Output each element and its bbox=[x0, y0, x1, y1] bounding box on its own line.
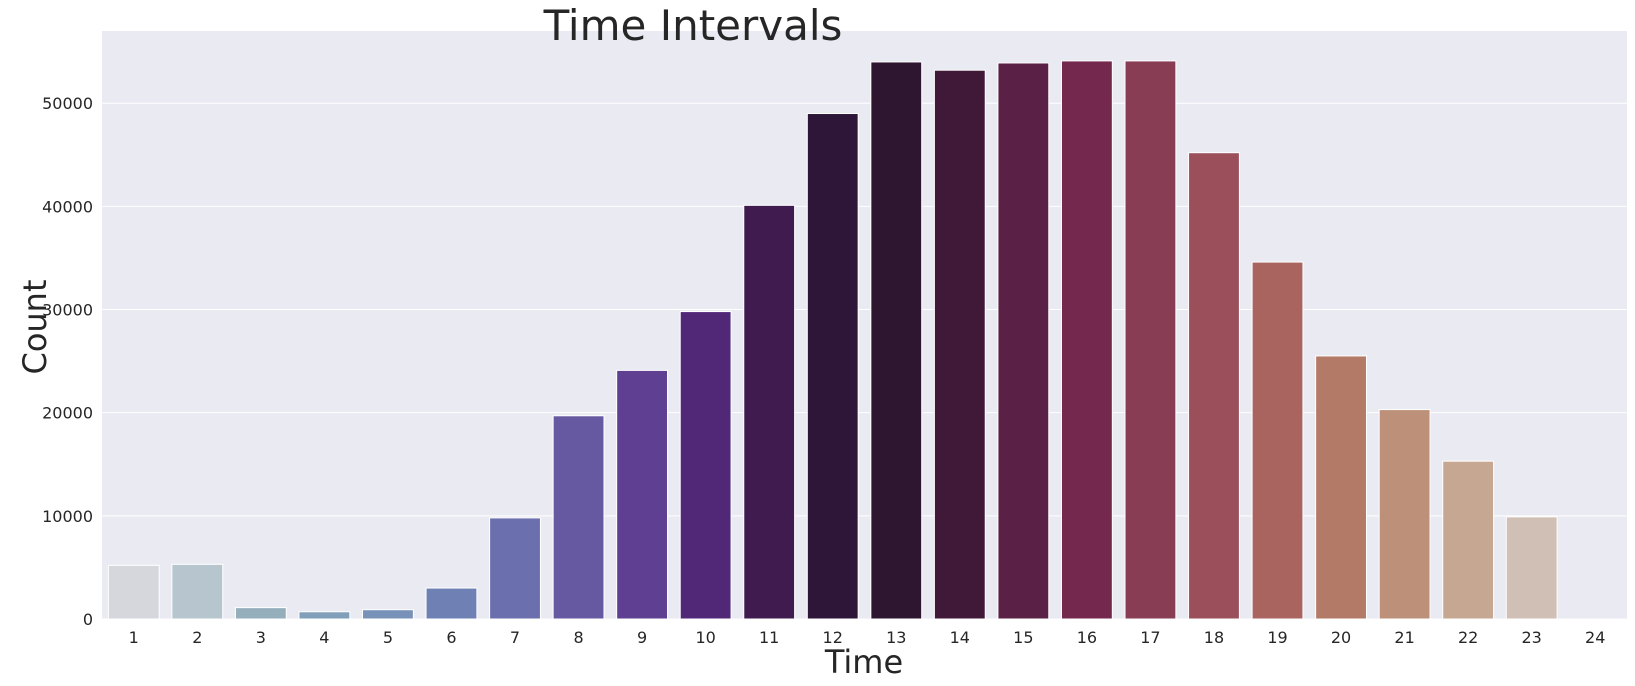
x-tick-label: 13 bbox=[886, 628, 906, 647]
chart-title: Time Intervals bbox=[543, 1, 843, 50]
bar-22 bbox=[1442, 460, 1495, 620]
x-tick-label: 14 bbox=[950, 628, 970, 647]
bar-18 bbox=[1188, 152, 1240, 620]
y-tick-label: 30000 bbox=[42, 301, 93, 320]
y-tick-label: 10000 bbox=[42, 507, 93, 526]
x-tick-label: 6 bbox=[446, 628, 456, 647]
x-tick-label: 5 bbox=[383, 628, 393, 647]
y-tick-label: 20000 bbox=[42, 404, 93, 423]
bars bbox=[107, 60, 1558, 620]
x-tick-label: 23 bbox=[1522, 628, 1542, 647]
x-tick-label: 24 bbox=[1585, 628, 1605, 647]
x-tick-label: 22 bbox=[1458, 628, 1478, 647]
bar-13 bbox=[870, 61, 923, 620]
bar-20 bbox=[1315, 355, 1367, 620]
bar-23 bbox=[1505, 516, 1558, 620]
x-tick-label: 18 bbox=[1204, 628, 1224, 647]
bar-15 bbox=[997, 62, 1050, 620]
x-tick-label: 19 bbox=[1267, 628, 1287, 647]
bar-16 bbox=[1060, 60, 1113, 620]
x-tick-label: 12 bbox=[823, 628, 843, 647]
y-tick-label: 0 bbox=[83, 610, 93, 629]
bar-17 bbox=[1124, 60, 1177, 620]
x-tick-label: 2 bbox=[192, 628, 202, 647]
bar-11 bbox=[743, 204, 796, 620]
x-tick-label: 9 bbox=[637, 628, 647, 647]
bar-14 bbox=[933, 69, 986, 620]
x-tick-label: 21 bbox=[1394, 628, 1414, 647]
y-tick-label: 50000 bbox=[42, 94, 93, 113]
x-tick-label: 20 bbox=[1331, 628, 1351, 647]
x-tick-labels: 1 2 3 4 5 6 7 8 9 10 11 12 13 14 15 16 17 18 19 20 21 22 23 24 bbox=[129, 628, 1606, 647]
bar-6 bbox=[425, 587, 478, 620]
plot-area bbox=[102, 31, 1627, 619]
x-axis-title: Time bbox=[824, 643, 903, 681]
bar-21 bbox=[1378, 409, 1431, 620]
bar-12 bbox=[806, 113, 859, 620]
bar-5 bbox=[362, 609, 414, 620]
bar-10 bbox=[679, 311, 732, 620]
x-tick-label: 8 bbox=[573, 628, 583, 647]
x-tick-label: 3 bbox=[256, 628, 266, 647]
bar-9 bbox=[616, 369, 669, 620]
bar-19 bbox=[1251, 261, 1304, 620]
bar-2 bbox=[171, 563, 224, 620]
y-axis-title: Count bbox=[16, 279, 54, 374]
bar-4 bbox=[298, 611, 351, 620]
y-tick-labels: 0 10000 20000 30000 40000 50000 bbox=[42, 94, 93, 629]
x-tick-label: 4 bbox=[319, 628, 329, 647]
x-tick-label: 10 bbox=[695, 628, 715, 647]
bar-7 bbox=[489, 517, 541, 620]
bar-3 bbox=[234, 607, 287, 620]
x-tick-label: 11 bbox=[759, 628, 779, 647]
y-tick-label: 40000 bbox=[42, 197, 93, 216]
x-tick-label: 15 bbox=[1013, 628, 1033, 647]
x-tick-label: 17 bbox=[1140, 628, 1160, 647]
bar-8 bbox=[552, 415, 605, 620]
x-tick-label: 16 bbox=[1077, 628, 1097, 647]
bar-1 bbox=[107, 564, 160, 620]
x-tick-label: 1 bbox=[129, 628, 139, 647]
gridlines bbox=[102, 102, 1627, 620]
x-tick-label: 7 bbox=[510, 628, 520, 647]
